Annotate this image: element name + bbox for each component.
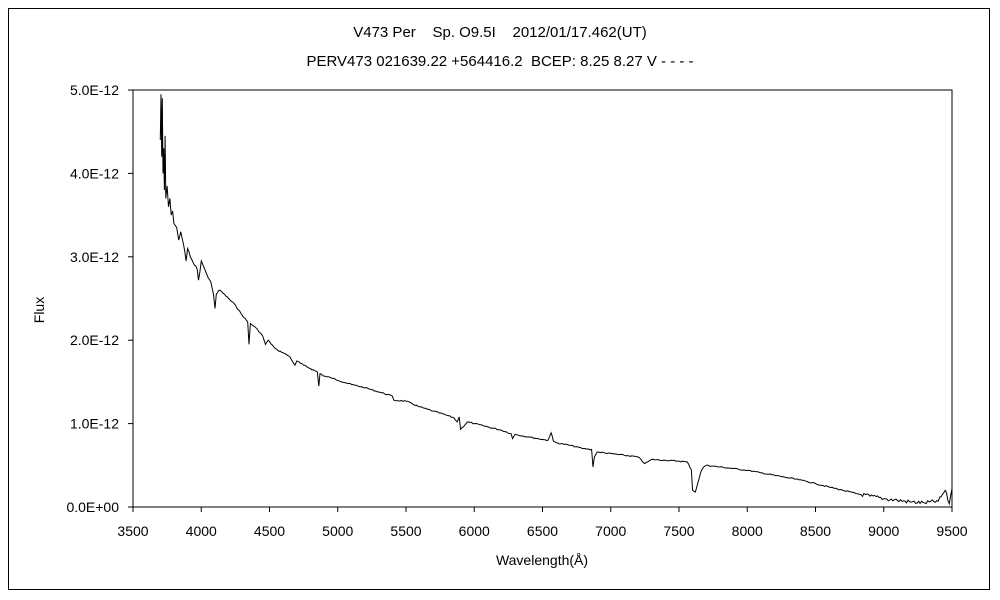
x-tick-label: 9500 [936, 523, 967, 539]
plot-area [132, 89, 953, 508]
x-tick-label: 4000 [186, 523, 217, 539]
x-tick-label: 9000 [868, 523, 899, 539]
x-tick-label: 8500 [800, 523, 831, 539]
y-axis-label: Flux [31, 297, 47, 323]
y-tick-label: 0.0E+00 [66, 499, 119, 515]
x-tick-label: 7500 [663, 523, 694, 539]
y-axis-ticks: 0.0E+00 1.0E-12 2.0E-12 3.0E-12 4.0E-12 5.0E-… [66, 82, 133, 515]
x-tick-label: 4500 [254, 523, 285, 539]
x-axis-label: Wavelength(Å) [496, 552, 588, 568]
x-axis-ticks: 3500 4000 4500 5000 5500 6000 6500 7000 7500 8000… [117, 507, 968, 539]
chart-frame [8, 8, 990, 590]
y-tick-label: 1.0E-12 [70, 416, 119, 432]
x-tick-label: 3500 [117, 523, 148, 539]
chart-title: V473 Per Sp. O9.5I 2012/01/17.462(UT) [353, 24, 647, 41]
chart-subtitle: PERV473 021639.22 +564416.2 BCEP: 8.25 8… [306, 53, 694, 70]
y-tick-label: 4.0E-12 [70, 165, 119, 181]
x-tick-label: 5000 [322, 523, 353, 539]
y-tick-label: 2.0E-12 [70, 332, 119, 348]
x-tick-label: 8000 [732, 523, 763, 539]
y-tick-label: 5.0E-12 [70, 82, 119, 98]
x-tick-label: 5500 [390, 523, 421, 539]
y-tick-label: 3.0E-12 [70, 249, 119, 265]
spectrum-line [159, 94, 953, 506]
x-tick-label: 6000 [459, 523, 490, 539]
x-tick-label: 6500 [527, 523, 558, 539]
x-tick-label: 7000 [595, 523, 626, 539]
